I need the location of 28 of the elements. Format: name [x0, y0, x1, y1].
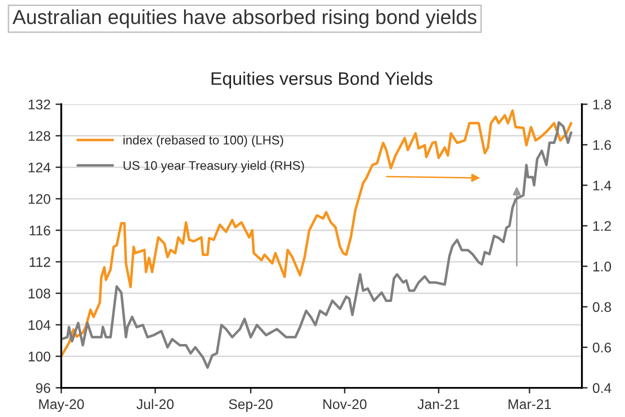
- y-tick-label: 96: [36, 383, 50, 393]
- chart-subtitle: Australian equities have absorbed rising bond yields: [12, 9, 476, 28]
- y2-tick-label: 1.4: [593, 180, 612, 190]
- legend-label: US 10 year Treasury yield (RHS): [124, 160, 304, 172]
- y2-tick-label: 1.2: [593, 221, 611, 231]
- y-tick-label: 124: [28, 162, 50, 172]
- y-tick-label: 100: [28, 352, 50, 362]
- y-tick-label: 108: [28, 288, 50, 298]
- y-tick-label: 104: [28, 320, 50, 330]
- x-tick-label: Jul-20: [136, 398, 174, 410]
- x-tick-label: Nov-20: [323, 399, 367, 410]
- y2-tick-label: 1.6: [593, 140, 611, 150]
- y2-tick-label: 0.8: [592, 302, 611, 312]
- x-tick-label: Sep-20: [228, 399, 273, 412]
- y-tick-label: 116: [30, 226, 50, 236]
- y-tick-label: 120: [28, 194, 50, 204]
- x-tick-label: Mar-21: [508, 399, 551, 410]
- y2-tick-label: 0.6: [592, 342, 611, 352]
- y2-tick-label: 0.4: [592, 383, 612, 393]
- y-tick-label: 112: [30, 257, 50, 267]
- y-tick-label: 132: [28, 100, 50, 110]
- legend-label: index (rebased to 100) (LHS): [124, 135, 284, 147]
- y2-tick-label: 1.0: [593, 262, 612, 272]
- y2-tick-label: 1.8: [593, 100, 611, 110]
- chart-title: Equities versus Bond Yields: [212, 72, 432, 89]
- y-tick-label: 128: [28, 131, 50, 141]
- x-tick-label: Jan-21: [418, 399, 460, 410]
- x-tick-label: May-20: [39, 399, 84, 412]
